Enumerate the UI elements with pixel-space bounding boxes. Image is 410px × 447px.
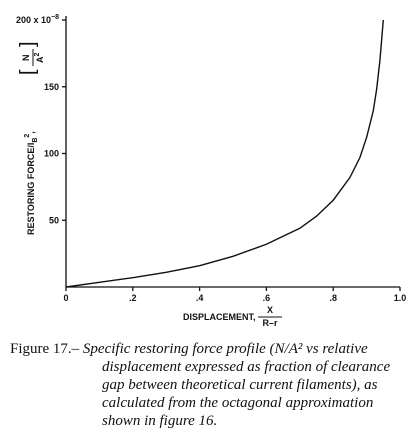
- y-unit-den: A: [35, 56, 45, 63]
- y-unit-bracket: ]: [17, 41, 39, 47]
- y-unit-den-sup: 2: [34, 53, 41, 57]
- y-unit-bracket: [: [17, 69, 39, 75]
- y-tick-label: 50: [49, 215, 59, 225]
- chart: RESTORING FORCE/IB2, [ N A2 ] DISPLACEME…: [16, 14, 407, 328]
- x-tick-label: .6: [263, 293, 271, 303]
- x-tick-label: 1.0: [394, 293, 407, 303]
- y-label-sub: B: [32, 138, 39, 143]
- y-label-sep: ,: [26, 131, 36, 134]
- x-label-den: R–r: [262, 318, 278, 328]
- x-tick-label: 0: [63, 293, 68, 303]
- y-axis-label: RESTORING FORCE/IB2, [ N A2 ]: [17, 41, 45, 235]
- y-tick-label: 200 x 10−8: [16, 14, 59, 25]
- y-label-sup: 2: [24, 134, 31, 138]
- y-tick-label-text: 200 x 10: [16, 15, 51, 25]
- caption-label: Figure 17.–: [10, 341, 80, 357]
- y-label-text: RESTORING FORCE/IB2,: [24, 131, 39, 235]
- y-tick-label: 150: [44, 82, 59, 92]
- y-multiplier-exponent: −8: [51, 14, 59, 21]
- x-tick-label: .8: [329, 293, 337, 303]
- x-label-text: DISPLACEMENT,: [183, 312, 256, 322]
- x-axis-label: DISPLACEMENT, X R–r: [183, 305, 282, 328]
- y-unit-num: N: [21, 55, 31, 62]
- y-tick-label: 100: [44, 149, 59, 159]
- x-tick-label: .4: [196, 293, 204, 303]
- curve: [65, 19, 384, 288]
- caption-text: Specific restoring force profile (N/A² v…: [82, 341, 391, 429]
- caption: Figure 17.– Specific restoring force pro…: [10, 340, 402, 430]
- y-label-main: RESTORING FORCE/I: [26, 143, 36, 235]
- x-label-num: X: [267, 305, 273, 315]
- y-unit-den-text: A2: [34, 53, 45, 64]
- x-tick-label: .2: [129, 293, 137, 303]
